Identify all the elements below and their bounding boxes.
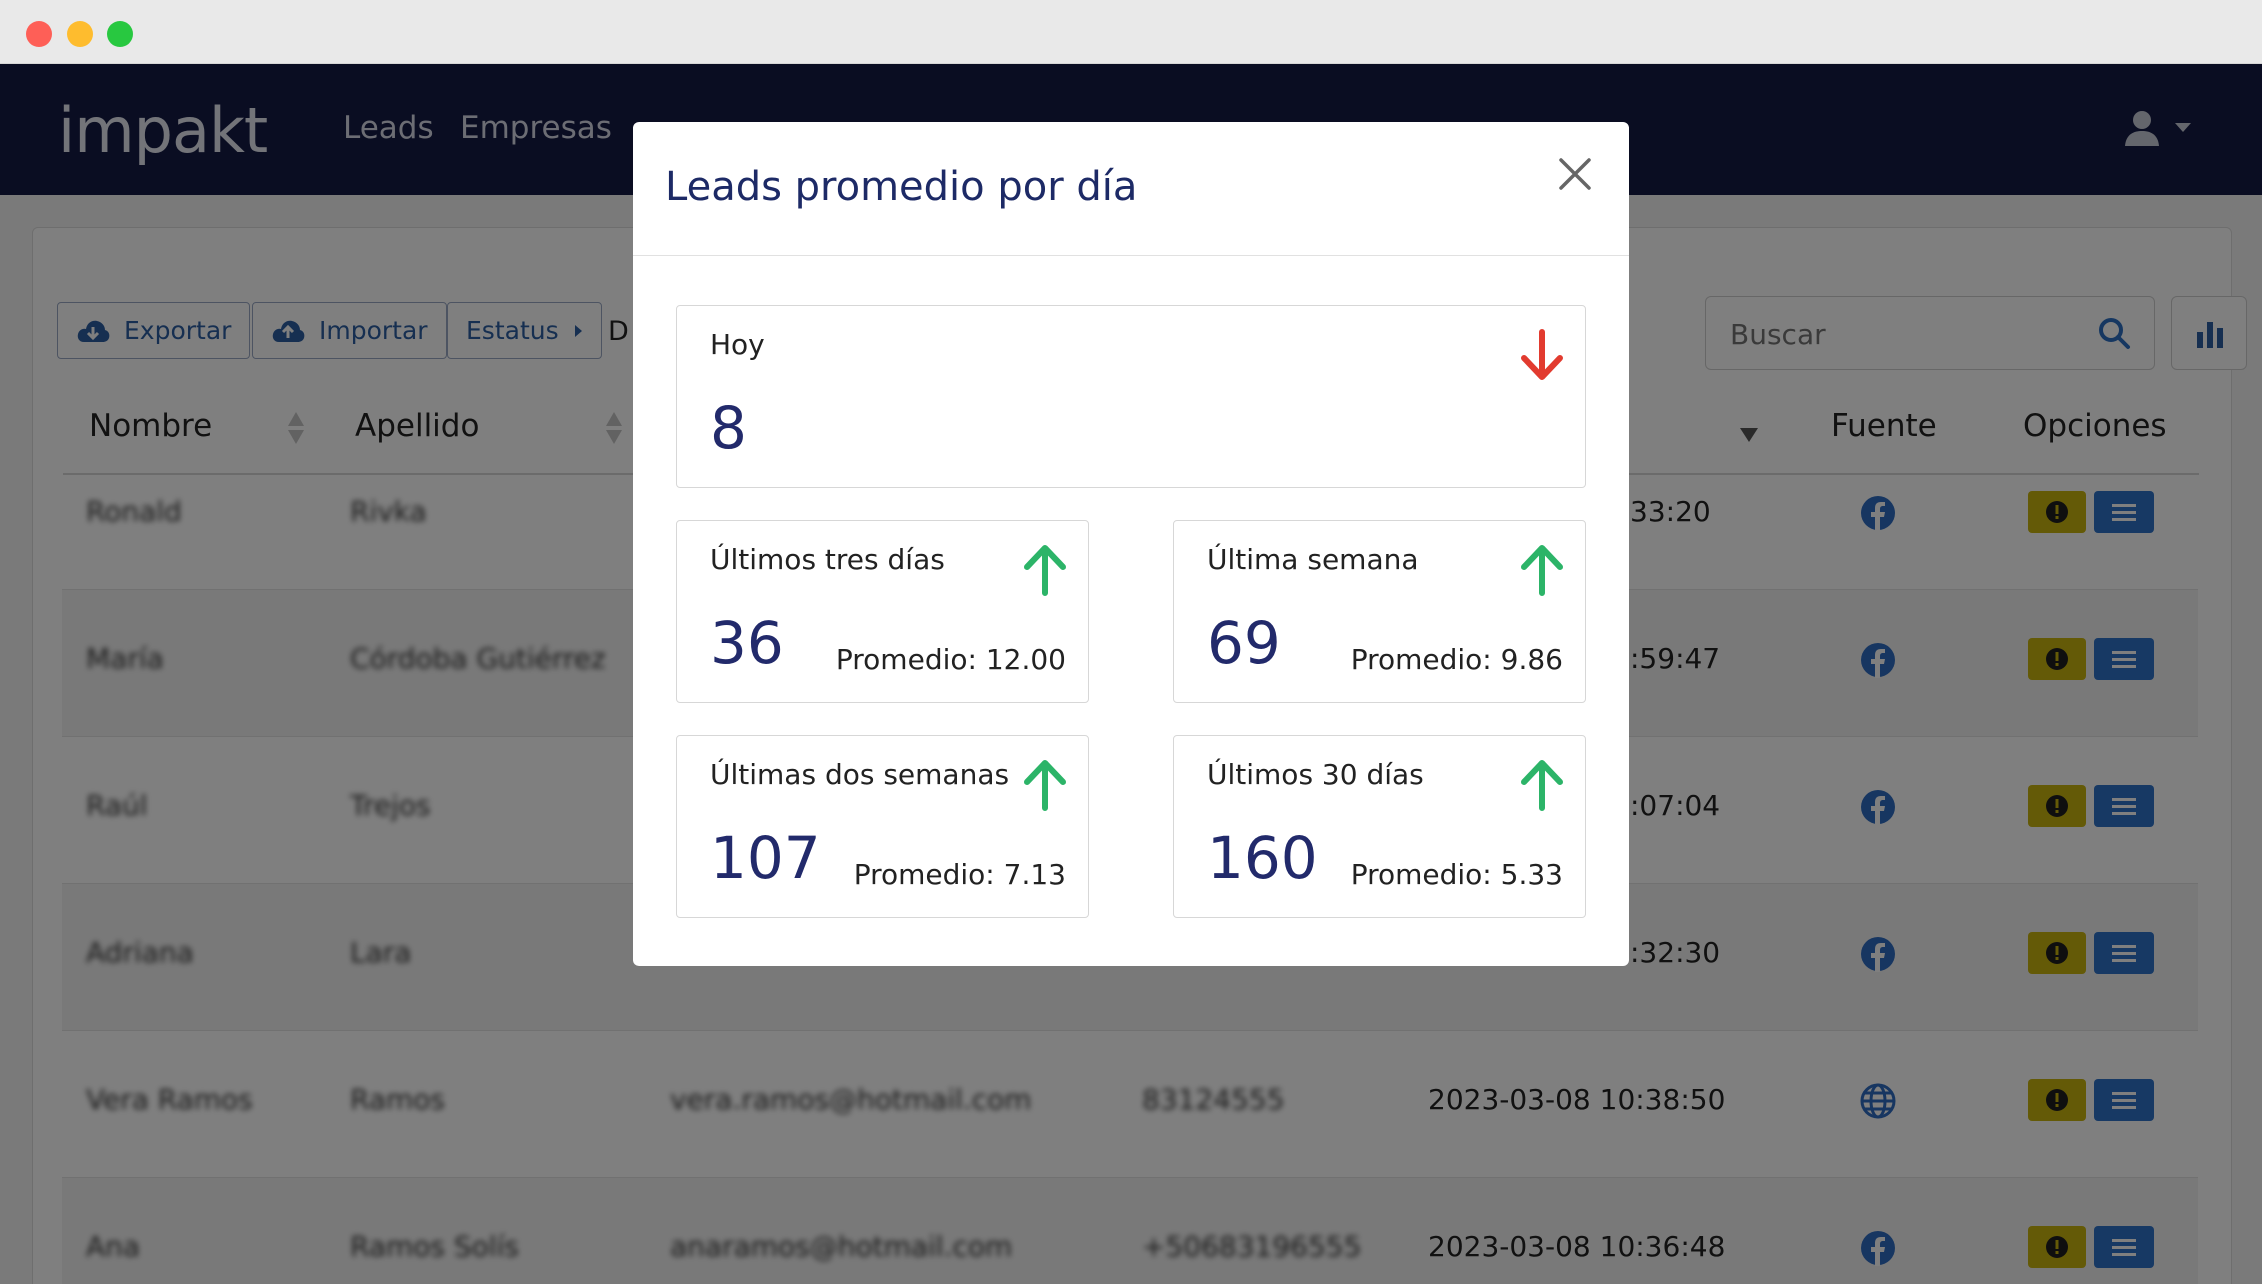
arrow-up-icon — [1521, 760, 1563, 811]
stat-card-today: Hoy 8 — [676, 305, 1586, 488]
stat-card-value: 160 — [1207, 824, 1318, 892]
window-close-dot[interactable] — [26, 21, 52, 47]
close-icon[interactable] — [1551, 150, 1599, 198]
stat-card-label: Hoy — [710, 328, 765, 361]
window-minimize-dot[interactable] — [67, 21, 93, 47]
modal-header: Leads promedio por día — [633, 122, 1629, 256]
window-maximize-dot[interactable] — [107, 21, 133, 47]
stat-card-value: 8 — [710, 394, 747, 462]
window-titlebar — [0, 0, 2262, 64]
stat-card-label: Última semana — [1207, 543, 1419, 576]
stat-card-average: Promedio: 12.00 — [835, 643, 1066, 676]
leads-average-modal: Leads promedio por día Hoy 8 Últimos tre… — [633, 122, 1629, 966]
stat-card-two-weeks: Últimas dos semanas 107 Promedio: 7.13 — [676, 735, 1089, 918]
stat-card-average: Promedio: 7.13 — [853, 858, 1066, 891]
stat-card-label: Últimas dos semanas — [710, 758, 1010, 791]
stat-card-three-days: Últimos tres días 36 Promedio: 12.00 — [676, 520, 1089, 703]
arrow-up-icon — [1024, 545, 1066, 596]
stat-card-label: Últimos tres días — [710, 543, 945, 576]
stat-card-thirty-days: Últimos 30 días 160 Promedio: 5.33 — [1173, 735, 1586, 918]
modal-title: Leads promedio por día — [665, 164, 1138, 210]
arrow-up-icon — [1521, 545, 1563, 596]
stat-card-value: 107 — [710, 824, 821, 892]
arrow-down-icon — [1521, 329, 1563, 380]
stat-card-average: Promedio: 9.86 — [1350, 643, 1563, 676]
stat-card-label: Últimos 30 días — [1207, 758, 1424, 791]
arrow-up-icon — [1024, 760, 1066, 811]
stat-card-average: Promedio: 5.33 — [1350, 858, 1563, 891]
stat-card-value: 69 — [1207, 609, 1281, 677]
stat-card-week: Última semana 69 Promedio: 9.86 — [1173, 520, 1586, 703]
stat-card-value: 36 — [710, 609, 784, 677]
